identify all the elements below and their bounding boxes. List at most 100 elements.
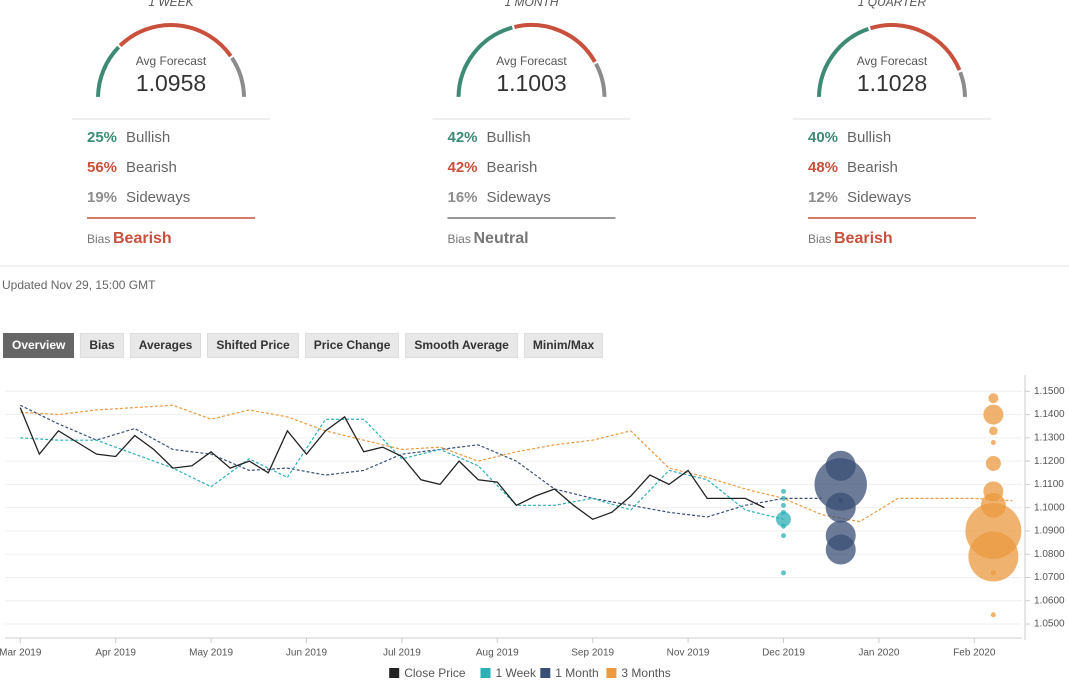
- avg-forecast: 1.1003: [496, 70, 566, 96]
- tab-bar: Overview Bias Averages Shifted Price Price C…: [3, 333, 604, 358]
- legend-swatch: [389, 668, 400, 678]
- forecast-bubble: [780, 533, 786, 539]
- y-tick-label: 1.1100: [1034, 479, 1064, 490]
- pct-label: 40%: [808, 129, 838, 146]
- row-label: Bearish: [847, 159, 898, 176]
- y-tick-label: 1.1400: [1034, 409, 1065, 420]
- forecast-bubble: [983, 404, 1004, 425]
- row-label: Bearish: [126, 159, 177, 176]
- pct-label: 42%: [448, 159, 478, 176]
- legend-label: 3 Months: [621, 666, 670, 680]
- x-tick-label: Feb 2020: [953, 648, 996, 659]
- y-tick-label: 1.1000: [1034, 502, 1065, 513]
- x-tick-label: Nov 2019: [667, 648, 710, 659]
- pct-label: 42%: [448, 129, 478, 146]
- tab[interactable]: Overview: [3, 333, 75, 358]
- gauge-segment: [456, 25, 513, 97]
- pct-label: 25%: [87, 129, 117, 146]
- row-label: Bullish: [126, 129, 170, 146]
- x-tick-label: Sep 2019: [571, 648, 614, 659]
- tab[interactable]: Smooth Average: [405, 333, 518, 358]
- legend-label: 1 Month: [555, 666, 598, 680]
- panel-title: 1 MONTH: [505, 0, 559, 9]
- row-label: Bullish: [487, 129, 531, 146]
- tab[interactable]: Bias: [80, 333, 124, 358]
- forecast-bubble: [990, 612, 996, 618]
- bias-value: Bearish: [113, 230, 172, 247]
- forecast-bubble: [990, 570, 996, 576]
- series-line: [19, 407, 765, 521]
- forecast-bubble: [780, 570, 786, 576]
- forecast-bubble: [825, 492, 856, 523]
- bias-label: Bias: [808, 232, 831, 246]
- tab[interactable]: Shifted Price: [207, 333, 299, 358]
- row-label: Sideways: [126, 189, 190, 206]
- legend-label: Close Price: [404, 666, 466, 680]
- y-tick-label: 1.0900: [1034, 526, 1065, 537]
- legend-swatch: [480, 668, 491, 678]
- bias-value: Neutral: [474, 230, 529, 247]
- bias-value: Bearish: [834, 230, 893, 247]
- gauge-label: Avg Forecast: [136, 54, 207, 68]
- x-tick-label: Dec 2019: [762, 648, 805, 659]
- y-tick-label: 1.0700: [1034, 572, 1065, 583]
- x-tick-label: Jul 2019: [383, 648, 421, 659]
- forecast-bubble: [814, 458, 867, 511]
- forecast-bubble: [780, 523, 786, 529]
- tab[interactable]: Price Change: [304, 333, 400, 358]
- gauge-segment: [869, 23, 962, 71]
- forecast-bubble: [989, 426, 998, 436]
- y-tick-label: 1.0500: [1034, 619, 1065, 630]
- bias-label: Bias: [448, 232, 471, 246]
- gauge-label: Avg Forecast: [496, 54, 567, 68]
- row-label: Sideways: [487, 189, 551, 206]
- gauge-segment: [118, 23, 233, 58]
- x-tick-label: Apr 2019: [95, 648, 136, 659]
- pct-label: 48%: [808, 159, 838, 176]
- forecast-bubble: [825, 534, 856, 565]
- panel-title: 1 QUARTER: [858, 0, 927, 9]
- pct-label: 56%: [87, 159, 117, 176]
- pct-label: 12%: [808, 189, 838, 206]
- y-tick-label: 1.0800: [1034, 549, 1065, 560]
- forecast-bubble: [780, 502, 786, 508]
- forecast-bubble: [780, 488, 786, 494]
- gauge-label: Avg Forecast: [857, 54, 928, 68]
- series-line: [20, 404, 1013, 523]
- x-tick-label: May 2019: [189, 648, 233, 659]
- legend-swatch: [606, 668, 617, 678]
- series-line: [20, 404, 822, 518]
- y-tick-label: 1.1200: [1034, 456, 1065, 467]
- forecast-bubble: [968, 531, 1019, 582]
- avg-forecast: 1.0958: [136, 70, 206, 96]
- gauge-segment: [817, 27, 870, 97]
- bias-label: Bias: [87, 232, 110, 246]
- pct-label: 16%: [448, 189, 478, 206]
- updated-text: Updated Nov 29, 15:00 GMT: [2, 278, 156, 292]
- tab[interactable]: Minim/Max: [523, 333, 604, 358]
- gauge-segment: [96, 45, 121, 97]
- x-tick-label: Mar 2019: [0, 648, 42, 659]
- x-tick-label: Jan 2020: [858, 648, 900, 659]
- gauge-segment: [230, 56, 246, 97]
- row-label: Bullish: [847, 129, 891, 146]
- forecast-bubble: [988, 393, 999, 404]
- avg-forecast: 1.1028: [857, 70, 927, 96]
- gauge-segment: [958, 71, 967, 97]
- gauge-segment: [594, 62, 607, 97]
- row-label: Sideways: [847, 189, 911, 206]
- y-tick-label: 1.1500: [1034, 386, 1065, 397]
- row-label: Bearish: [487, 159, 538, 176]
- panel-title: 1 WEEK: [148, 0, 194, 9]
- forecast-bubble: [990, 439, 996, 445]
- tab[interactable]: Averages: [129, 333, 202, 358]
- legend-swatch: [540, 668, 551, 678]
- legend-label: 1 Week: [496, 666, 537, 680]
- forecast-bubble: [780, 495, 786, 501]
- series-line: [20, 418, 784, 520]
- gauge-segment: [513, 23, 597, 63]
- y-tick-label: 1.0600: [1034, 595, 1065, 606]
- x-tick-label: Jun 2019: [286, 648, 328, 659]
